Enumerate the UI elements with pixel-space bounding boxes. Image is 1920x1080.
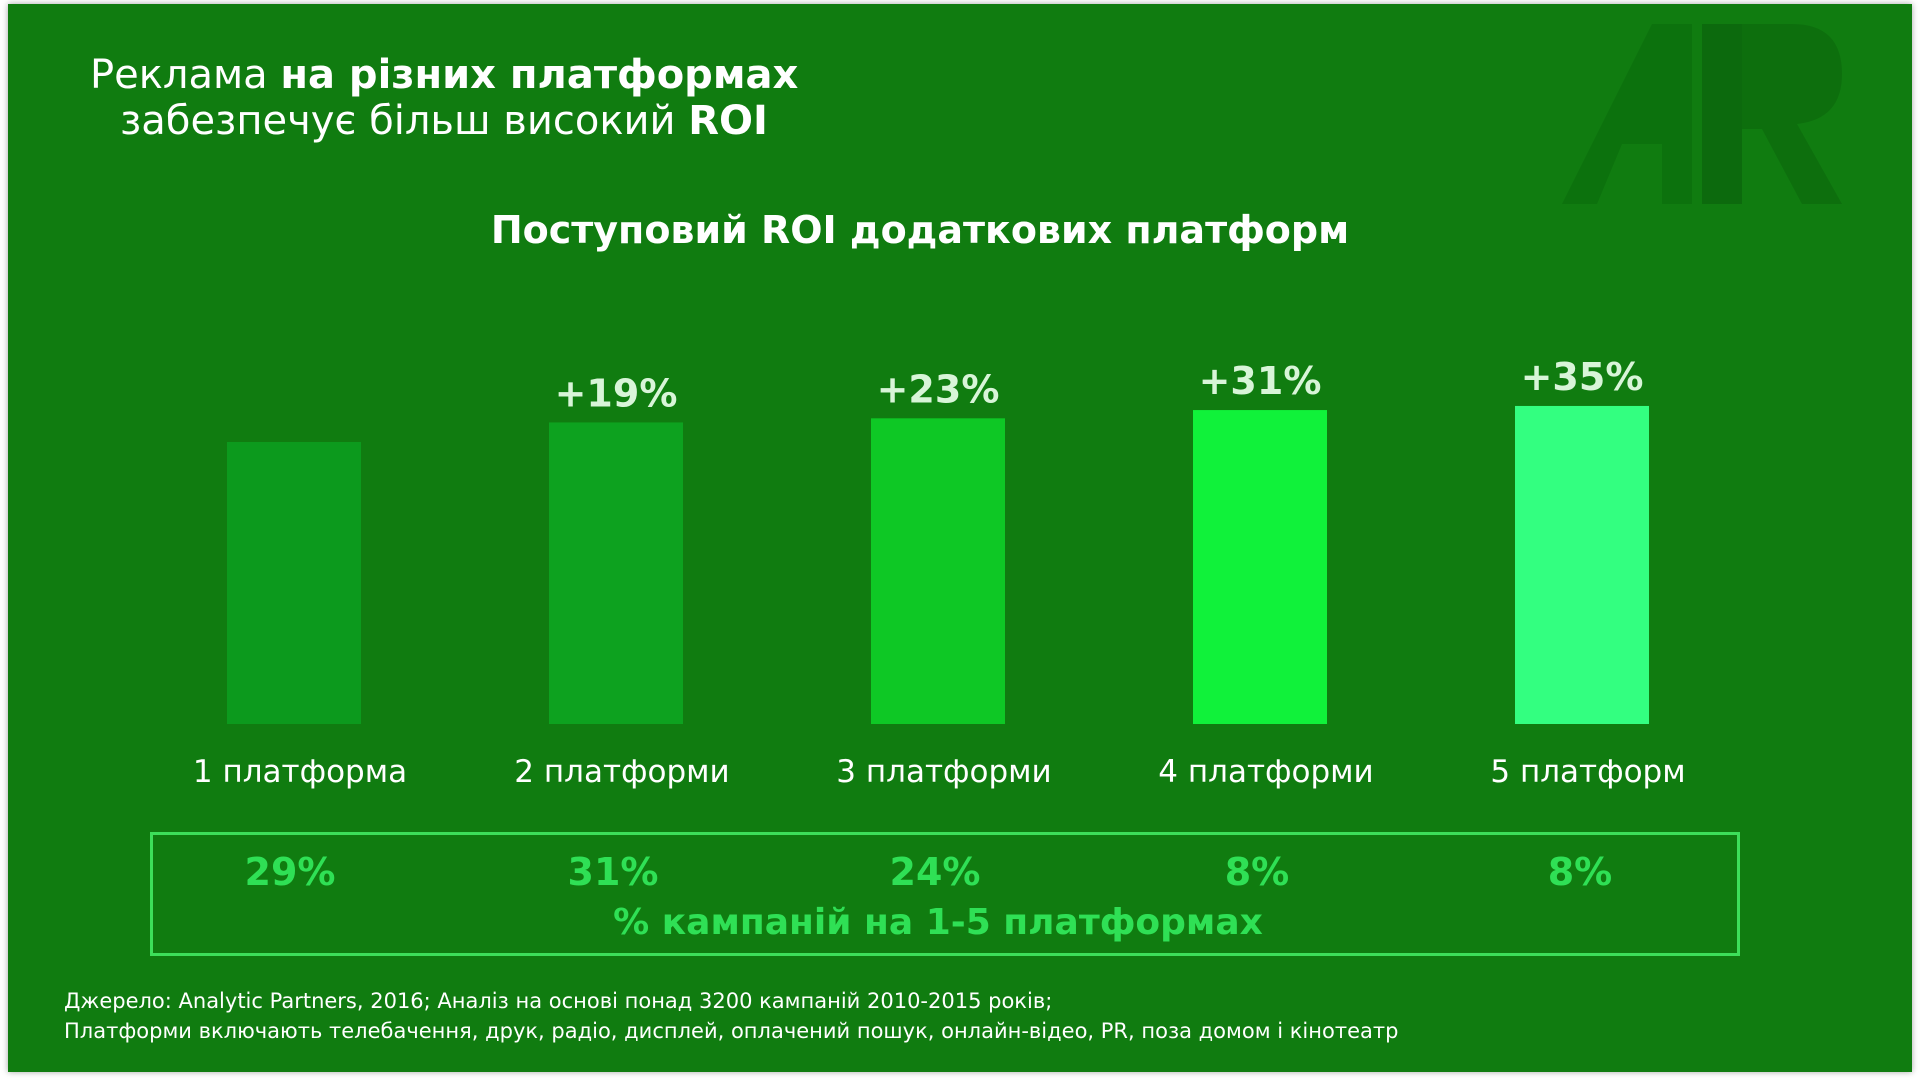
headline: Реклама на різних платформах забезпечує … xyxy=(90,52,798,144)
share-value-1: 29% xyxy=(244,850,336,894)
share-value-2: 31% xyxy=(567,850,659,894)
share-value-5: 8% xyxy=(1547,850,1613,894)
campaign-share-box xyxy=(150,832,1740,956)
bar-1 xyxy=(227,442,361,724)
bar-data-label-2: +19% xyxy=(555,371,678,415)
bar-3 xyxy=(871,418,1005,724)
source-line-2: Платформи включають телебачення, друк, р… xyxy=(64,1019,1399,1043)
category-label-3: 3 платформи xyxy=(836,754,1051,790)
bar-5 xyxy=(1515,405,1649,724)
share-value-3: 24% xyxy=(889,850,981,894)
category-label-2: 2 платформи xyxy=(514,754,729,790)
headline-bold-2: ROI xyxy=(688,98,768,144)
source-note: Джерело: Analytic Partners, 2016; Аналіз… xyxy=(64,986,1398,1046)
bar-2 xyxy=(549,422,683,724)
headline-line1: Реклама на різних платформах xyxy=(90,52,799,98)
bar-4 xyxy=(1193,410,1327,724)
headline-line2: забезпечує більш високий ROI xyxy=(120,98,768,144)
share-caption: % кампаній на 1-5 платформах xyxy=(613,902,1263,943)
bar-chart: 1 платформа +19% 2 платформи +23% 3 платформ… xyxy=(193,355,1686,790)
slide: Реклама на різних платформах забезпечує … xyxy=(8,4,1912,1072)
category-label-5: 5 платформ xyxy=(1490,754,1685,790)
bar-data-label-4: +31% xyxy=(1199,359,1322,403)
bar-data-label-3: +23% xyxy=(877,367,1000,411)
share-value-4: 8% xyxy=(1224,850,1290,894)
bar-data-label-5: +35% xyxy=(1521,355,1644,399)
category-label-4: 4 платформи xyxy=(1158,754,1373,790)
headline-bold-1: на різних платформах xyxy=(280,52,799,98)
source-line-1: Джерело: Analytic Partners, 2016; Аналіз… xyxy=(64,989,1053,1013)
brand-logo-icon xyxy=(1562,24,1842,204)
chart-title: Поступовий ROI додаткових платформ xyxy=(490,208,1350,252)
category-label-1: 1 платформа xyxy=(193,754,407,790)
